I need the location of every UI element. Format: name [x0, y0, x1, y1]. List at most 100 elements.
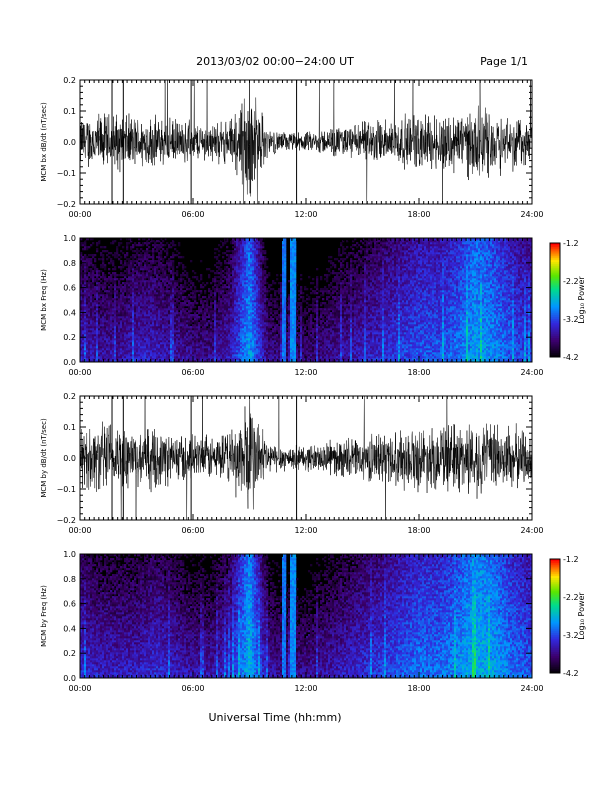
heatmap-cell	[96, 356, 98, 358]
heatmap-cell	[230, 328, 232, 330]
heatmap-cell	[136, 278, 138, 280]
heatmap-cell	[252, 298, 254, 300]
heatmap-cell	[122, 342, 124, 344]
heatmap-cell	[232, 344, 234, 346]
heatmap-cell	[184, 342, 186, 344]
heatmap-cell	[110, 318, 112, 320]
heatmap-cell	[228, 338, 230, 340]
heatmap-cell	[218, 268, 220, 270]
heatmap-cell	[148, 320, 150, 322]
heatmap-cell	[86, 328, 88, 330]
heatmap-cell	[208, 312, 210, 314]
heatmap-cell	[114, 356, 116, 358]
heatmap-cell	[166, 276, 168, 278]
heatmap-cell	[252, 348, 254, 350]
heatmap-cell	[142, 340, 144, 342]
heatmap-cell	[216, 338, 218, 340]
heatmap-cell	[146, 314, 148, 316]
heatmap-cell	[158, 298, 160, 300]
heatmap-cell	[88, 268, 90, 270]
heatmap-cell	[156, 338, 158, 340]
heatmap-cell	[248, 318, 250, 320]
heatmap-cell	[200, 352, 202, 354]
heatmap-cell	[90, 314, 92, 316]
heatmap-cell	[252, 296, 254, 298]
heatmap-cell	[252, 266, 254, 268]
heatmap-cell	[222, 302, 224, 304]
heatmap-cell	[164, 324, 166, 326]
heatmap-cell	[258, 268, 260, 270]
heatmap-cell	[102, 310, 104, 312]
heatmap-cell	[136, 300, 138, 302]
heatmap-cell	[180, 340, 182, 342]
heatmap-cell	[240, 304, 242, 306]
heatmap-cell	[266, 342, 268, 344]
heatmap-cell	[100, 344, 102, 346]
heatmap-cell	[120, 318, 122, 320]
heatmap-cell	[134, 334, 136, 336]
heatmap-cell	[220, 268, 222, 270]
heatmap-cell	[236, 332, 238, 334]
heatmap-cell	[148, 332, 150, 334]
heatmap-cell	[218, 302, 220, 304]
heatmap-cell	[122, 272, 124, 274]
heatmap-cell	[248, 276, 250, 278]
heatmap-cell	[196, 320, 198, 322]
heatmap-cell	[150, 318, 152, 320]
heatmap-cell	[252, 254, 254, 256]
heatmap-cell	[138, 274, 140, 276]
heatmap-cell	[234, 286, 236, 288]
heatmap-cell	[236, 356, 238, 358]
heatmap-cell	[104, 282, 106, 284]
heatmap-cell	[130, 334, 132, 336]
heatmap-cell	[264, 338, 266, 340]
heatmap-cell	[144, 304, 146, 306]
heatmap-cell	[182, 330, 184, 332]
heatmap-cell	[254, 286, 256, 288]
heatmap-cell	[172, 256, 174, 258]
heatmap-cell	[170, 270, 172, 272]
heatmap-cell	[196, 342, 198, 344]
heatmap-cell	[192, 270, 194, 272]
heatmap-cell	[250, 324, 252, 326]
heatmap-cell	[256, 258, 258, 260]
heatmap-cell	[218, 316, 220, 318]
heatmap-cell	[234, 290, 236, 292]
heatmap-cell	[166, 310, 168, 312]
heatmap-cell	[192, 334, 194, 336]
heatmap-cell	[150, 284, 152, 286]
heatmap-cell	[152, 356, 154, 358]
heatmap-cell	[222, 286, 224, 288]
heatmap-cell	[244, 338, 246, 340]
heatmap-cell	[90, 354, 92, 356]
heatmap-cell	[106, 258, 108, 260]
heatmap-cell	[154, 346, 156, 348]
heatmap-cell	[126, 298, 128, 300]
heatmap-cell	[242, 348, 244, 350]
heatmap-cell	[240, 314, 242, 316]
heatmap-cell	[112, 280, 114, 282]
heatmap-cell	[248, 286, 250, 288]
heatmap-cell	[238, 292, 240, 294]
heatmap-cell	[170, 300, 172, 302]
heatmap-cell	[262, 246, 264, 248]
heatmap-cell	[142, 306, 144, 308]
heatmap-cell	[216, 348, 218, 350]
heatmap-cell	[144, 306, 146, 308]
heatmap-cell	[132, 312, 134, 314]
heatmap-cell	[212, 338, 214, 340]
heatmap-cell	[106, 296, 108, 298]
heatmap-cell	[214, 344, 216, 346]
heatmap-cell	[92, 342, 94, 344]
heatmap-cell	[144, 312, 146, 314]
heatmap-cell	[204, 342, 206, 344]
heatmap-cell	[142, 290, 144, 292]
heatmap-cell	[260, 264, 262, 266]
heatmap-cell	[220, 338, 222, 340]
heatmap-cell	[232, 306, 234, 308]
heatmap-cell	[262, 356, 264, 358]
heatmap-cell	[112, 312, 114, 314]
heatmap-cell	[106, 344, 108, 346]
heatmap-cell	[246, 246, 248, 248]
heatmap-cell	[146, 262, 148, 264]
